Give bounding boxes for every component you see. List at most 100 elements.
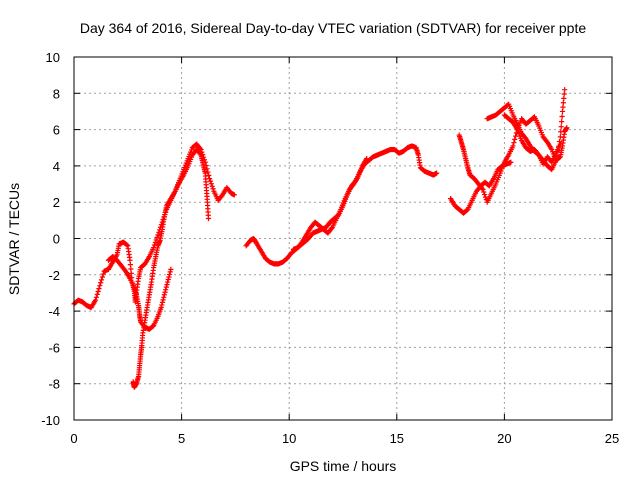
data-point — [163, 287, 169, 293]
y-tick-label: -2 — [48, 268, 60, 283]
data-point — [206, 172, 212, 178]
x-tick-label: 0 — [70, 431, 77, 446]
data-segment — [130, 141, 237, 390]
data-points — [71, 87, 570, 390]
x-tick-label: 15 — [390, 431, 404, 446]
data-point — [168, 266, 174, 272]
data-point — [207, 178, 214, 184]
data-point — [511, 140, 517, 146]
data-point — [158, 304, 164, 311]
data-point — [98, 277, 105, 283]
grid-lines — [74, 57, 612, 420]
y-axis-label: SDTVAR / TECUs — [6, 183, 22, 295]
data-point — [328, 226, 334, 232]
x-tick-label: 5 — [178, 431, 185, 446]
data-point — [200, 152, 206, 158]
data-point — [93, 294, 99, 300]
y-tick-label: 8 — [53, 86, 60, 101]
y-tick-label: -10 — [41, 413, 60, 428]
y-tick-label: -6 — [48, 340, 60, 355]
data-point — [166, 274, 172, 280]
data-point — [208, 181, 214, 187]
data-point — [154, 234, 160, 241]
data-point — [128, 266, 134, 272]
data-point — [200, 154, 207, 160]
y-tick-label: 2 — [53, 195, 60, 210]
data-segment — [290, 156, 370, 252]
data-point — [512, 136, 518, 143]
data-point — [560, 100, 566, 106]
data-point — [535, 151, 541, 157]
data-point — [557, 141, 563, 147]
x-tick-label: 25 — [605, 431, 619, 446]
data-point — [124, 242, 130, 248]
data-point — [479, 185, 485, 192]
x-tick-label: 20 — [497, 431, 511, 446]
y-tick-label: 0 — [53, 232, 60, 247]
data-point — [510, 143, 516, 149]
data-segment — [71, 146, 212, 311]
data-point — [210, 186, 216, 192]
data-point — [159, 299, 166, 305]
data-point — [163, 284, 169, 290]
data-point — [559, 119, 565, 125]
data-point — [205, 215, 212, 222]
data-point — [203, 162, 209, 169]
data-point — [161, 292, 167, 298]
data-point — [155, 232, 161, 238]
data-point — [166, 271, 173, 278]
data-point — [99, 274, 106, 280]
data-point — [202, 159, 208, 165]
data-point — [97, 283, 103, 289]
data-point — [480, 186, 486, 193]
plot-frame — [73, 56, 613, 421]
y-tick-label: 6 — [53, 123, 60, 138]
data-point — [205, 169, 211, 175]
data-point — [199, 149, 205, 155]
data-point — [128, 270, 134, 276]
data-point — [482, 191, 488, 198]
data-segment — [501, 112, 563, 167]
data-point — [231, 192, 237, 198]
data-point — [95, 288, 101, 295]
data-point — [98, 280, 104, 286]
data-point — [564, 125, 570, 131]
data-point — [100, 271, 106, 277]
data-point — [558, 129, 564, 135]
data-point — [164, 282, 170, 288]
data-point — [561, 91, 567, 97]
data-point — [557, 134, 563, 140]
data-point — [206, 176, 213, 182]
data-point — [434, 170, 440, 176]
data-point — [197, 145, 203, 152]
data-point — [561, 95, 567, 101]
data-segment — [105, 254, 174, 332]
data-point — [162, 289, 168, 295]
x-tick-label: 10 — [282, 431, 296, 446]
data-point — [559, 108, 566, 115]
data-point — [165, 276, 171, 283]
data-point — [92, 297, 99, 303]
data-point — [159, 302, 165, 308]
data-point — [560, 104, 566, 110]
data-point — [364, 156, 370, 162]
y-tick-label: 4 — [53, 159, 60, 174]
data-point — [559, 113, 565, 120]
chart-title: Day 364 of 2016, Sidereal Day-to-day VTE… — [80, 20, 587, 36]
data-point — [508, 159, 514, 165]
data-point — [562, 87, 568, 93]
data-point — [201, 157, 208, 163]
data-point — [127, 262, 133, 268]
data-point — [161, 294, 167, 300]
data-point — [160, 297, 166, 303]
x-axis-label: GPS time / hours — [290, 458, 397, 474]
y-tick-label: -8 — [48, 377, 60, 392]
data-point — [167, 269, 173, 275]
data-point — [204, 166, 210, 172]
data-point — [96, 285, 102, 292]
data-point — [481, 189, 487, 195]
data-point — [198, 146, 204, 153]
y-tick-label: 10 — [46, 50, 60, 65]
y-tick-label: -4 — [48, 304, 60, 319]
